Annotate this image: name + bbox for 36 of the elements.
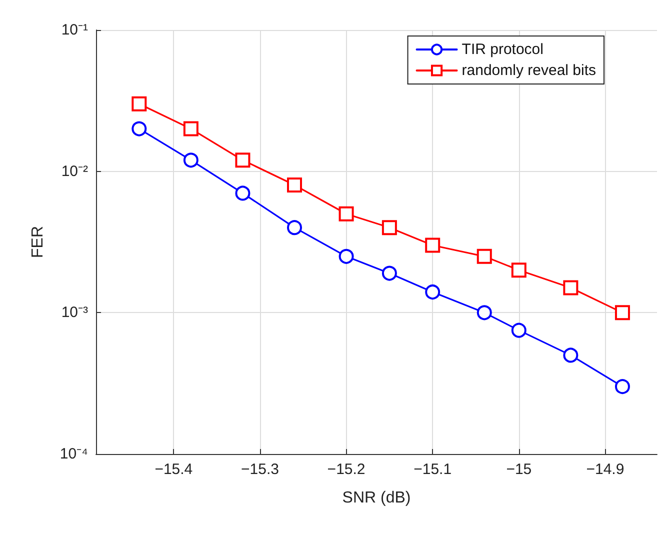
point (511, 262, 526, 278)
point (338, 248, 354, 264)
y-tick-label: 10⁻⁴ (60, 446, 88, 462)
x-tick-label: −14.9 (586, 461, 624, 478)
x-tick-label: −15.3 (241, 461, 279, 478)
point (132, 96, 147, 112)
point (476, 305, 492, 320)
point (511, 322, 526, 338)
point (235, 186, 250, 201)
point (235, 152, 250, 168)
legend-label: randomly reveal bits (462, 62, 596, 79)
y-axis-title: FER (30, 226, 46, 258)
point (287, 220, 302, 236)
point (563, 348, 578, 363)
point (338, 206, 354, 222)
point (614, 305, 630, 320)
point (183, 121, 198, 136)
point (425, 284, 440, 300)
point (614, 379, 630, 394)
y-tick-label: 10⁻² (61, 162, 88, 180)
x-tick-label: −15.4 (154, 461, 193, 478)
point (563, 280, 578, 296)
y-tick-label: 10⁻³ (61, 304, 88, 322)
point (382, 220, 397, 236)
y-tick-label: 10⁻¹ (61, 22, 88, 38)
point (287, 178, 302, 193)
x-axis-title: SNR (dB) (342, 490, 411, 506)
point (183, 152, 198, 168)
x-tick-label: −15 (506, 461, 532, 478)
x-tick-label: −15.2 (327, 461, 366, 478)
point (132, 121, 147, 136)
x-tick-label: −15.1 (414, 461, 452, 478)
point (476, 248, 492, 264)
legend-label: TIR protocol (462, 41, 544, 58)
point (425, 238, 440, 253)
point (382, 266, 397, 281)
